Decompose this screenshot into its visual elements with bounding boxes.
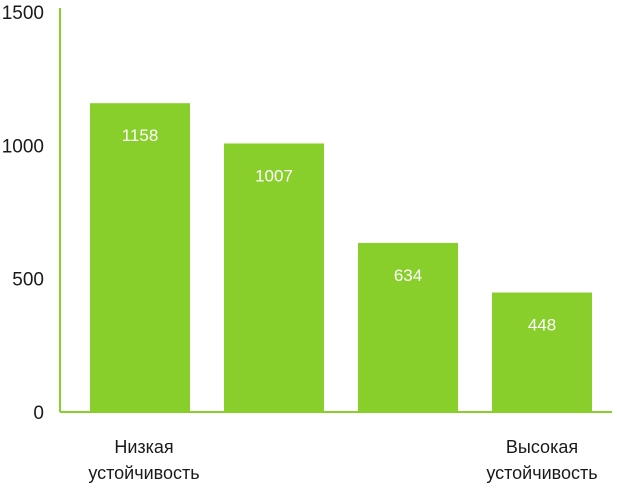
x-annotation-left-line1: Низкая [114,437,174,457]
bar-value-label: 634 [394,266,422,285]
x-annotation-right-line1: Высокая [505,437,579,457]
bar-value-label: 1158 [122,126,159,145]
y-tick-label: 0 [33,403,44,424]
bar [224,143,324,412]
x-annotation-right-line2: устойчивость [486,463,598,483]
bar [90,103,190,412]
bar [492,292,592,412]
y-tick-label: 500 [12,270,44,291]
y-axis-ticks: 0 500 1000 1500 [2,3,44,424]
y-tick-label: 1500 [2,3,44,24]
x-annotation-right: Высокая устойчивость [458,434,617,486]
y-tick-label: 1000 [2,136,44,157]
x-annotation-left-line2: устойчивость [88,463,200,483]
value-labels-group: 1158 1007 634 448 [122,126,556,334]
bars-group [90,103,592,412]
x-annotation-left: Низкая устойчивость [58,434,230,486]
bar [358,242,458,412]
bar-value-label: 448 [528,316,556,335]
bar-value-label: 1007 [255,166,293,185]
